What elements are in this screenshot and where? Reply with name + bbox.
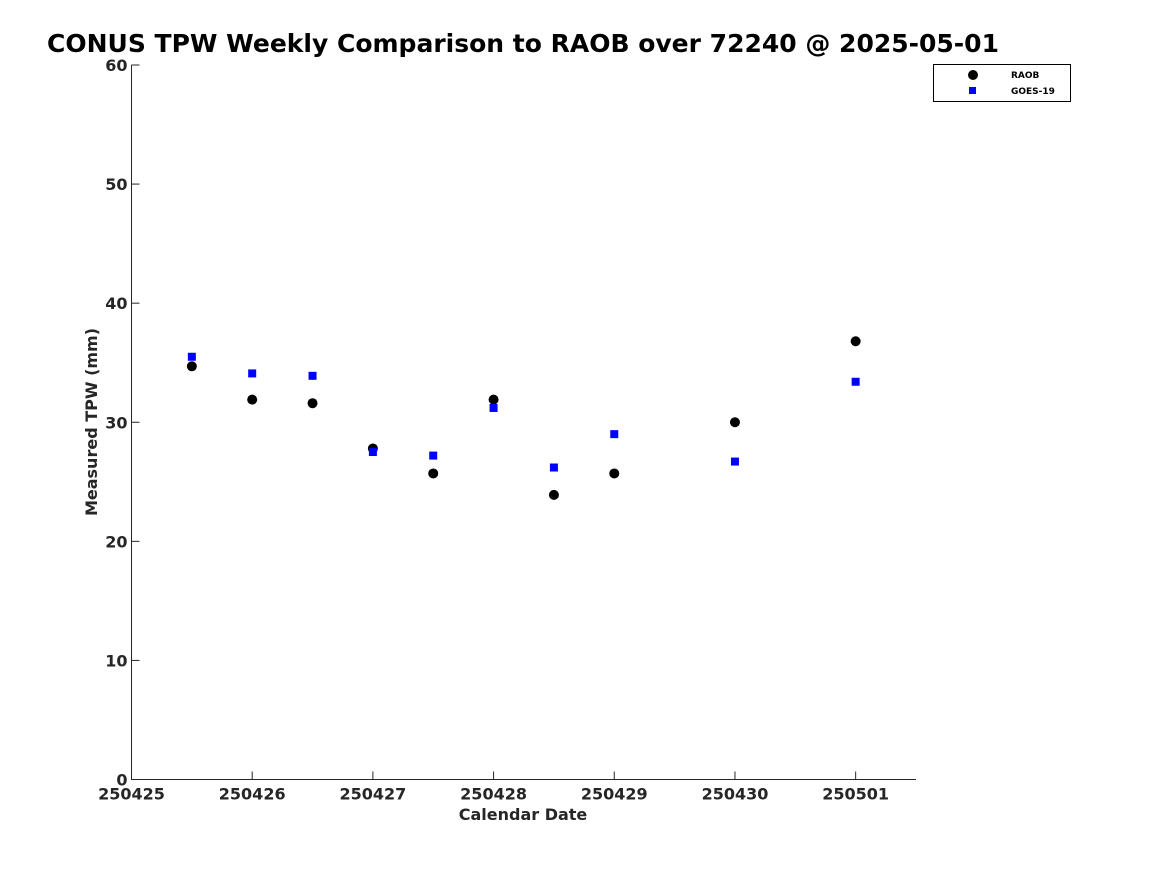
raob-point [729, 417, 740, 428]
x-tick-label: 250428 [460, 785, 527, 804]
goes-19-point [248, 369, 257, 378]
x-axis-ticks: 250425 250426 250427 250428 250429 250430 2505… [98, 771, 889, 804]
legend-goes-marker [969, 87, 976, 94]
x-tick-label: 250501 [822, 785, 889, 804]
raob-point [488, 394, 499, 405]
goes-19-point [187, 352, 196, 361]
y-tick-label: 20 [105, 532, 127, 551]
legend-raob-marker [968, 70, 978, 80]
y-tick-label: 10 [105, 651, 127, 670]
x-tick-label: 250427 [339, 785, 406, 804]
raob-point [428, 468, 439, 479]
goes-19-point [730, 457, 739, 466]
y-tick-label: 60 [105, 56, 127, 75]
series-goes-19 [187, 352, 860, 472]
raob-point [307, 398, 318, 409]
raob-point [247, 394, 258, 405]
y-tick-label: 30 [105, 413, 127, 432]
legend-raob-label: RAOB [1011, 71, 1040, 81]
raob-point [850, 336, 861, 347]
goes-19-point [489, 403, 498, 412]
raob-point [186, 361, 197, 372]
x-axis-label: Calendar Date [459, 805, 588, 824]
goes-19-point [308, 371, 317, 380]
x-tick-label: 250425 [98, 785, 165, 804]
raob-point [548, 489, 559, 500]
y-axis-ticks: 0 10 20 30 40 50 60 [105, 56, 140, 790]
x-tick-label: 250429 [581, 785, 648, 804]
legend-goes-label: GOES-19 [1011, 87, 1055, 97]
legend-box [933, 64, 1071, 102]
x-tick-label: 250426 [219, 785, 286, 804]
goes-19-point [851, 377, 860, 386]
series-raob [186, 336, 861, 500]
legend: RAOB GOES-19 [933, 64, 1071, 102]
goes-19-point [549, 463, 558, 472]
chart-title: CONUS TPW Weekly Comparison to RAOB over… [47, 29, 999, 58]
plot-area [131, 65, 916, 780]
goes-19-point [368, 448, 377, 457]
y-axis-label: Measured TPW (mm) [82, 328, 101, 516]
data-series [186, 336, 861, 500]
goes-19-point [610, 430, 619, 439]
y-tick-label: 0 [116, 771, 127, 790]
y-tick-label: 40 [105, 294, 127, 313]
x-tick-label: 250430 [702, 785, 769, 804]
goes-19-point [429, 451, 438, 460]
y-tick-label: 50 [105, 175, 127, 194]
raob-point [609, 468, 620, 479]
